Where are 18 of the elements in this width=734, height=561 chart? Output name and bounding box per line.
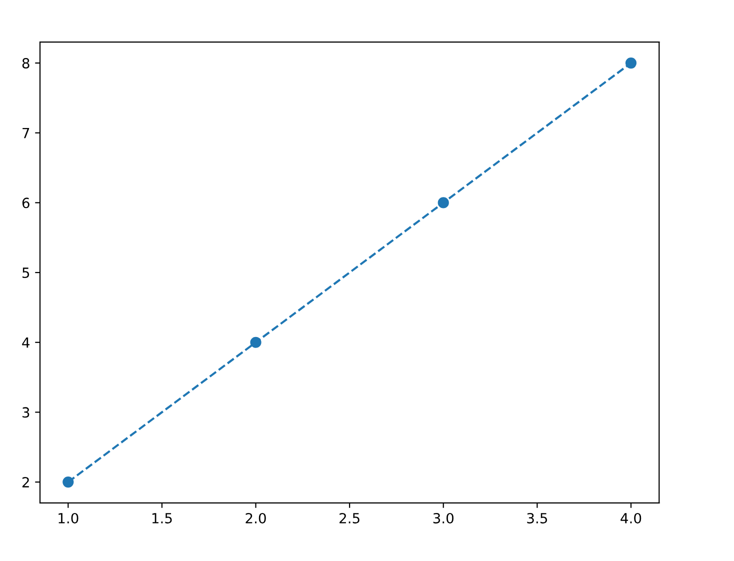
point: [250, 336, 262, 348]
point: [62, 476, 74, 488]
x-tick-label: 3.5: [527, 512, 548, 524]
point: [438, 197, 449, 208]
x-tick-label: 3.0: [433, 512, 454, 524]
y-tick-label: 8: [22, 58, 30, 68]
x-tick-label: 2.5: [340, 512, 360, 524]
x-tick-label: 1.5: [152, 513, 172, 524]
y-tick-label: 2: [22, 477, 29, 488]
y-tick-label: 7: [22, 128, 30, 138]
point: [625, 57, 637, 69]
y-tick-label: 4: [22, 338, 30, 348]
y-tick-label: 5: [22, 268, 30, 278]
x-tick-label: 2.0: [246, 512, 266, 524]
x-tick-label: 1.0: [58, 512, 78, 524]
y-tick-label: 6: [22, 198, 30, 208]
y-tick-label: 3: [22, 407, 30, 418]
x-tick-label: 4.0: [620, 512, 642, 524]
